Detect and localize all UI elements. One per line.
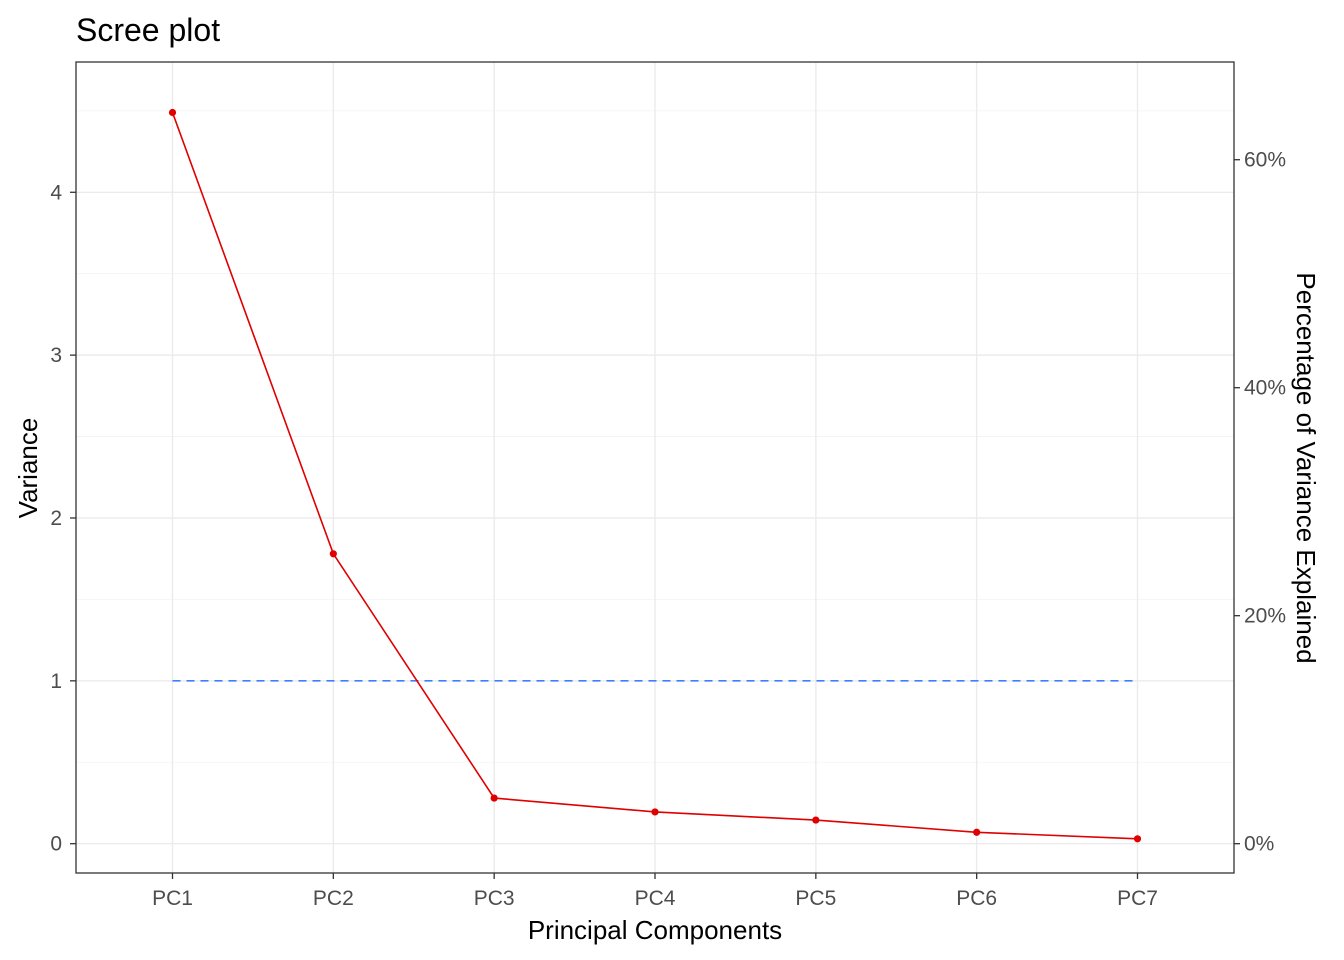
- x-axis-ticks: PC1 PC2 PC3 PC4 PC5 PC6 PC7: [152, 873, 1158, 910]
- y-tick-label: 1: [50, 670, 62, 693]
- x-tick-label: PC5: [795, 887, 836, 910]
- y-tick-label: 2: [50, 507, 62, 530]
- data-point-pc7: [1133, 835, 1142, 843]
- right-tick-label: 20%: [1244, 605, 1286, 628]
- y-tick-label: 4: [50, 181, 62, 204]
- major-gridlines: [76, 62, 1234, 873]
- data-point-pc3: [490, 794, 498, 802]
- right-tick-label: 60%: [1244, 149, 1286, 172]
- y-tick-label: 3: [50, 344, 62, 367]
- data-point-pc6: [973, 828, 981, 836]
- data-point-pc1: [168, 108, 177, 117]
- x-tick-label: PC7: [1117, 887, 1158, 910]
- data-point-pc4: [651, 808, 659, 816]
- x-tick-label: PC4: [635, 887, 676, 910]
- data-point-pc5: [812, 816, 820, 824]
- data-point-pc2: [329, 550, 337, 558]
- y-axis-ticks: 0 1 2 3 4: [50, 181, 76, 856]
- y-tick-label: 0: [50, 833, 62, 856]
- y-axis-title: Variance: [13, 418, 43, 519]
- variance-points: [168, 108, 1142, 843]
- x-tick-label: PC3: [474, 887, 515, 910]
- x-axis-title: Principal Components: [528, 915, 782, 945]
- right-axis-ticks: 0% 20% 40% 60%: [1234, 149, 1286, 856]
- right-tick-label: 0%: [1244, 833, 1274, 856]
- right-tick-label: 40%: [1244, 377, 1286, 400]
- x-tick-label: PC2: [313, 887, 354, 910]
- chart-title: Scree plot: [76, 12, 220, 48]
- right-axis-title: Percentage of Variance Explained: [1291, 272, 1321, 663]
- x-tick-label: PC1: [152, 887, 193, 910]
- x-tick-label: PC6: [956, 887, 997, 910]
